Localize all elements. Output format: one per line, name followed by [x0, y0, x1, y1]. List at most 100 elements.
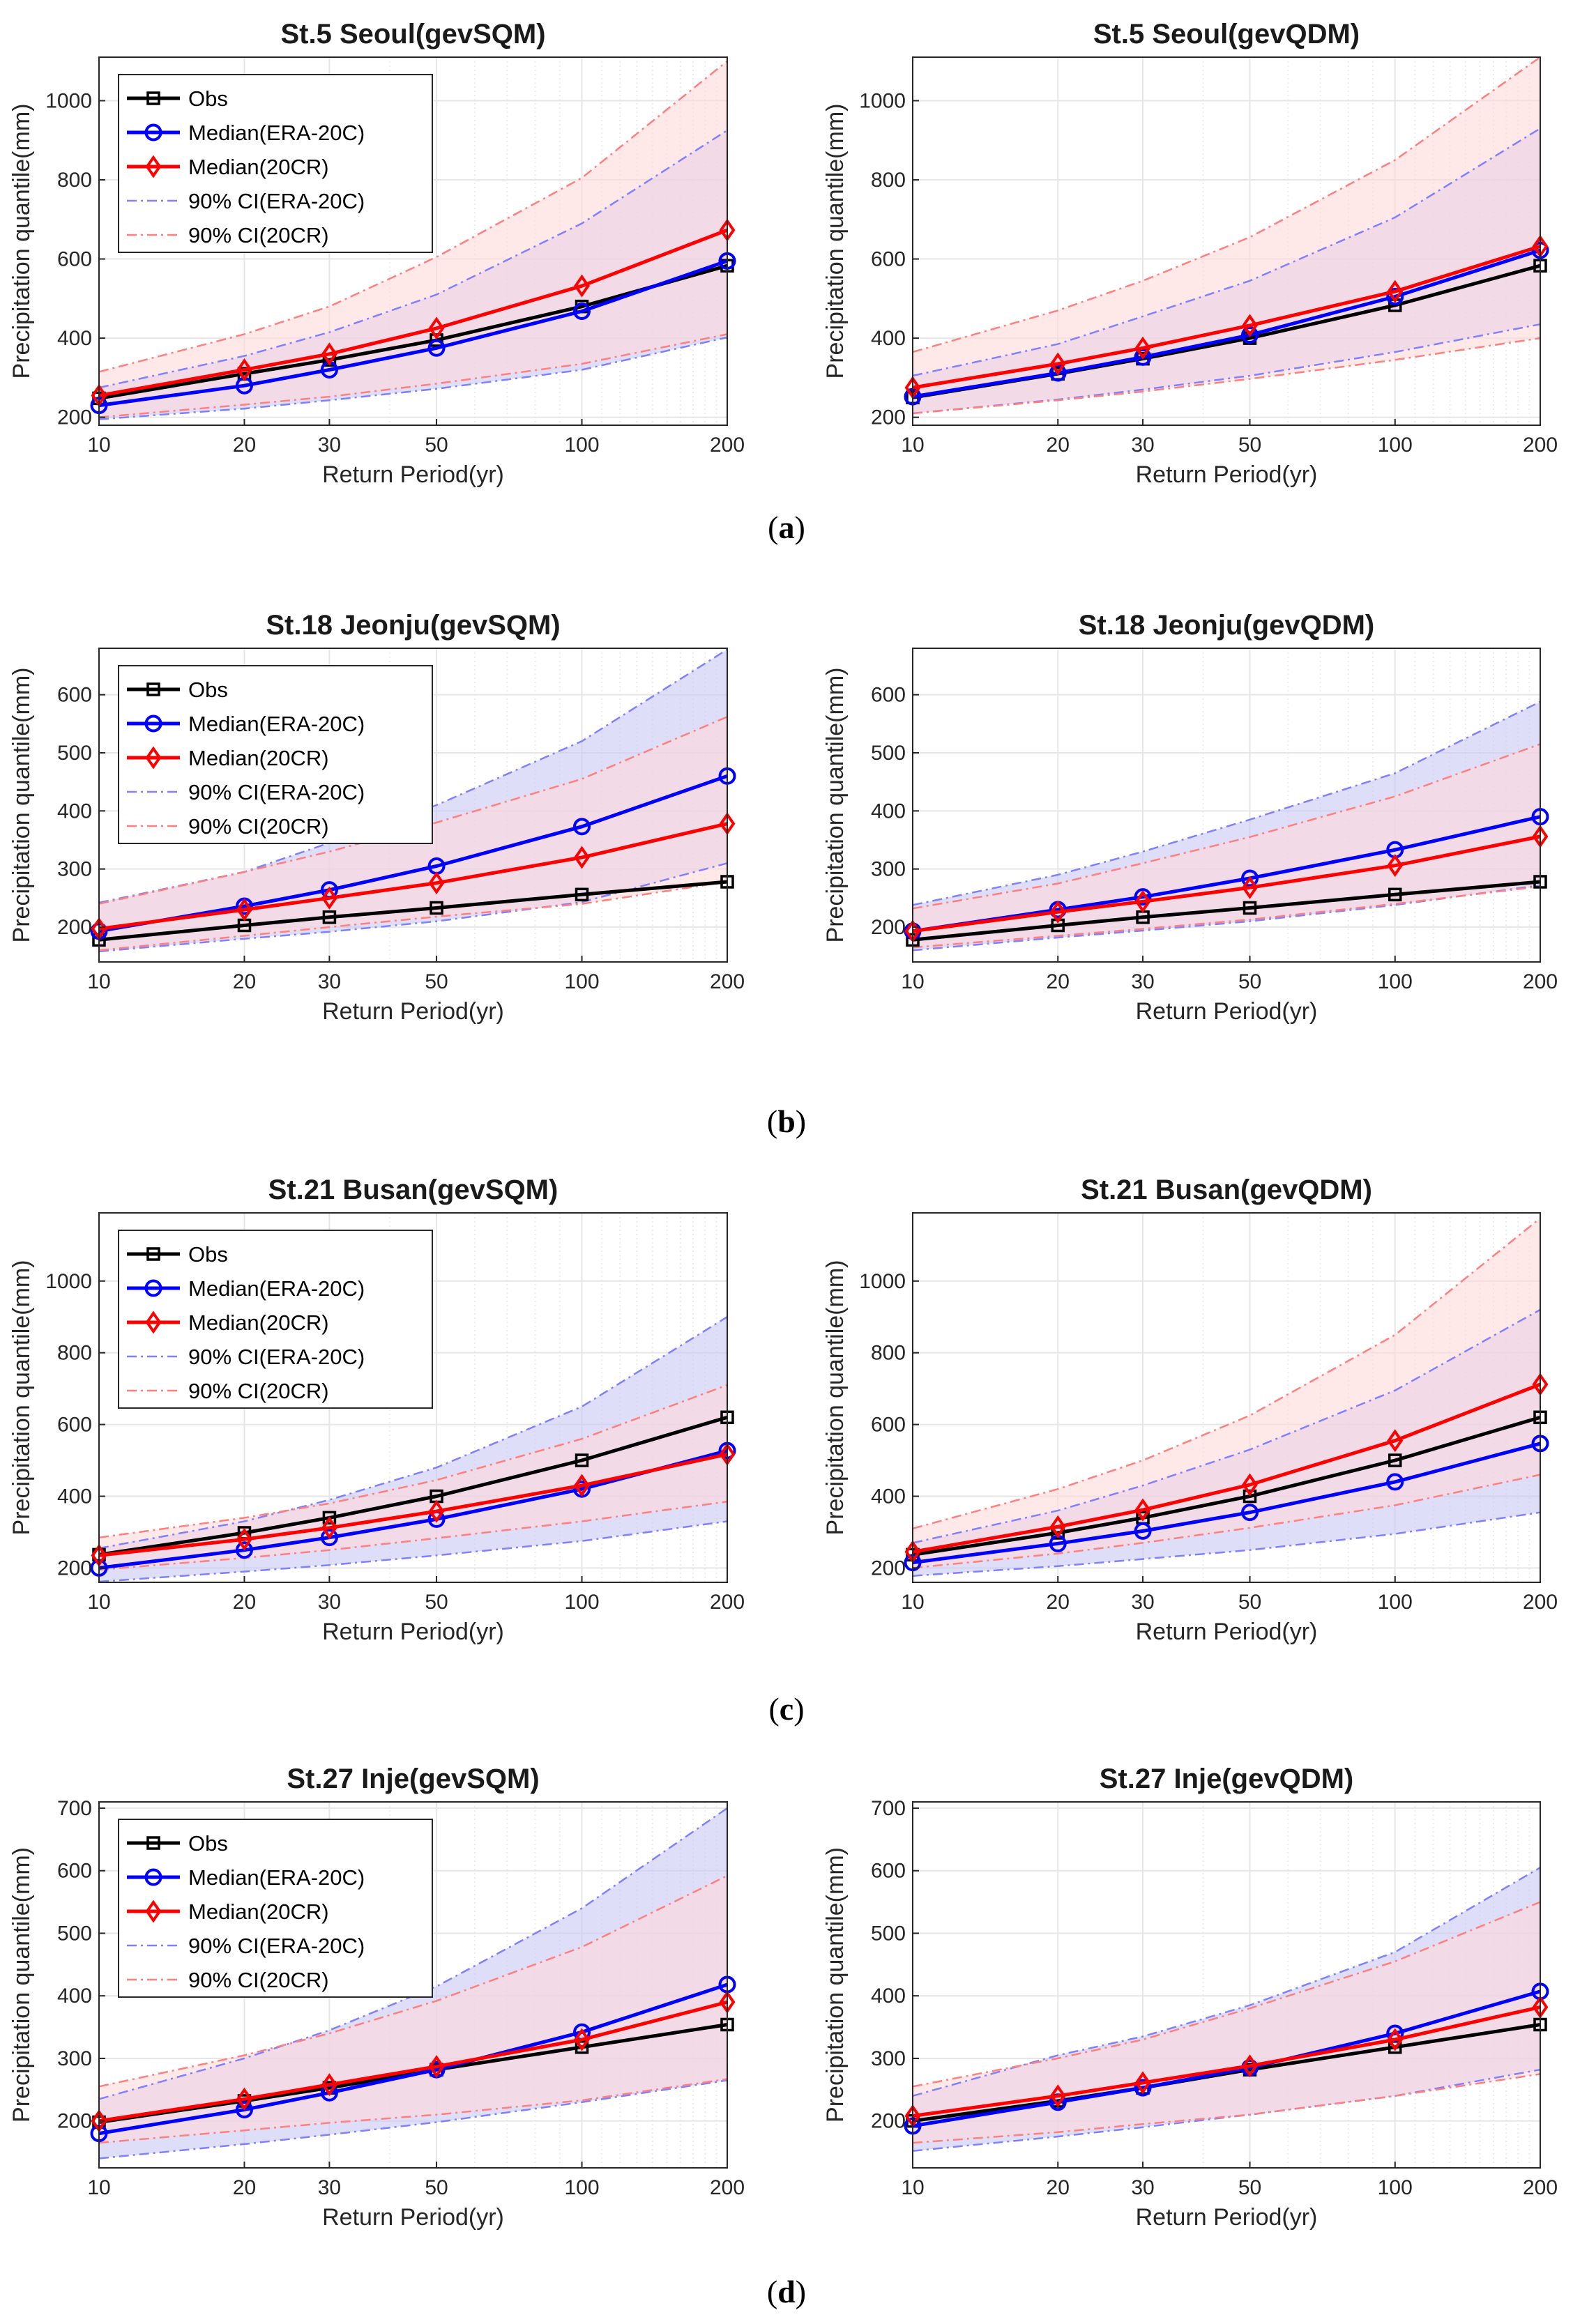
ci-upper-20cr: [912, 1217, 1541, 1530]
x-tick-label: 20: [233, 434, 256, 457]
y-tick-label: 200: [57, 406, 92, 429]
legend-label-obs: Obs: [188, 678, 228, 702]
x-tick-label: 30: [1131, 1591, 1154, 1614]
series-line-era-20c: [98, 1448, 728, 1570]
y-tick-label: 700: [871, 1797, 906, 1820]
point-obs: [1388, 1453, 1402, 1467]
legend-label-obs: Obs: [188, 1242, 228, 1267]
point-20cr: [1387, 1429, 1404, 1453]
x-tick-label: 50: [425, 1591, 448, 1614]
point-obs: [575, 2040, 589, 2054]
legend-marker-obs: [146, 1836, 160, 1850]
x-tick-label: 100: [564, 970, 599, 993]
y-axis-label: Precipitation quantile(mm): [8, 668, 35, 943]
point-20cr: [321, 1516, 337, 1540]
x-tick-label: 200: [710, 434, 745, 457]
legend-marker-20cr: [145, 1310, 162, 1334]
subplot-label-open: (: [768, 510, 778, 545]
point-obs: [430, 901, 443, 915]
legend-label-era-20c: Median(ERA-20C): [188, 712, 365, 736]
y-axis-label: Precipitation quantile(mm): [822, 668, 849, 943]
point-20cr: [1049, 2084, 1066, 2108]
chart-panel-6: 10 20 30 50 100 200 200 400 600 800 1000 St.21 Busa…: [822, 1175, 1558, 1645]
y-tick-label: 200: [871, 406, 906, 429]
ci-upper-era-20c: [98, 1807, 728, 2100]
legend-label-era-20c: Median(ERA-20C): [188, 121, 365, 145]
x-tick-label: 50: [425, 2176, 448, 2199]
chart-title: St.5 Seoul(gevQDM): [1093, 19, 1360, 49]
point-20cr: [1049, 352, 1066, 376]
legend-label-ci-20cr: 90% CI(20CR): [188, 1379, 329, 1403]
legend-marker-20cr: [145, 1899, 162, 1923]
point-era-20c: [235, 1541, 253, 1559]
ci-lower-20cr: [912, 1474, 1541, 1569]
y-tick-label: 800: [871, 169, 906, 192]
ci-lower-20cr: [912, 337, 1541, 415]
chart-panel-8: 10 20 30 50 100 200 200 300 400 500 600 700 St.27 In…: [822, 1764, 1558, 2231]
y-tick-label: 200: [871, 2110, 906, 2133]
legend-marker-era-20c: [144, 714, 162, 733]
y-tick-label: 600: [871, 1414, 906, 1437]
y-tick-label: 400: [57, 1485, 92, 1508]
ci-lower-era-20c: [912, 1511, 1541, 1577]
ci-lower-era-20c: [98, 336, 728, 420]
x-tick-label: 20: [1047, 1591, 1070, 1614]
legend-marker-obs: [146, 682, 160, 696]
chart-title: St.27 Inje(gevSQM): [287, 1764, 539, 1794]
point-obs: [322, 1511, 337, 1525]
x-tick-label: 30: [1131, 434, 1154, 457]
chart-panel-7: 10 20 30 50 100 200 200 300 400 500 600 700 St.27 In…: [8, 1764, 745, 2231]
subplot-label-letter: c: [780, 1691, 793, 1727]
y-tick-label: 1000: [45, 89, 92, 112]
x-tick-label: 30: [318, 1591, 341, 1614]
y-tick-label: 200: [57, 2110, 92, 2133]
series-line-20cr: [912, 1382, 1541, 1554]
y-tick-label: 400: [57, 1985, 92, 2008]
x-tick-label: 10: [87, 1591, 110, 1614]
subplot-label-letter: d: [777, 2274, 796, 2309]
x-tick-label: 30: [318, 970, 341, 993]
legend-label-ci-era-20c: 90% CI(ERA-20C): [188, 780, 365, 804]
y-tick-label: 500: [57, 1922, 92, 1945]
y-tick-label: 1000: [45, 1270, 92, 1293]
series-line-20cr: [98, 1452, 728, 1557]
y-tick-label: 1000: [859, 89, 906, 112]
point-20cr: [1242, 876, 1258, 899]
y-tick-label: 300: [57, 2047, 92, 2070]
legend-label-era-20c: Median(ERA-20C): [188, 1276, 365, 1301]
y-axis-label: Precipitation quantile(mm): [822, 1260, 849, 1536]
x-tick-label: 200: [1523, 1591, 1558, 1614]
x-tick-label: 100: [1378, 1591, 1413, 1614]
series-line-obs: [98, 880, 728, 942]
point-era-20c: [1134, 888, 1152, 906]
point-20cr: [236, 898, 252, 922]
subplot-label: (d): [767, 2274, 806, 2309]
subplot-label-close: ): [796, 2274, 806, 2309]
x-tick-label: 200: [710, 2176, 745, 2199]
ci-lower-20cr: [98, 880, 728, 951]
x-tick-label: 200: [1523, 970, 1558, 993]
series-line-obs: [912, 1415, 1541, 1557]
legend-marker-obs: [146, 91, 160, 105]
legend-marker-era-20c: [144, 123, 162, 142]
y-tick-label: 200: [57, 1557, 92, 1580]
y-tick-label: 500: [871, 742, 906, 765]
ci-lower-20cr: [912, 2073, 1541, 2144]
x-tick-label: 10: [87, 970, 110, 993]
x-tick-label: 10: [87, 2176, 110, 2199]
x-axis-label: Return Period(yr): [322, 2204, 504, 2231]
y-tick-label: 300: [871, 858, 906, 881]
legend-marker-20cr: [145, 746, 162, 770]
series-line-20cr: [98, 2000, 728, 2123]
series-line-era-20c: [98, 259, 728, 408]
chart-panel-5: 10 20 30 50 100 200 200 400 600 800 1000 St.21 Busa…: [8, 1175, 745, 1645]
y-tick-label: 600: [871, 248, 906, 271]
axes-box: [98, 56, 728, 426]
x-tick-label: 100: [564, 2176, 599, 2199]
x-tick-label: 50: [425, 434, 448, 457]
x-tick-label: 200: [710, 970, 745, 993]
series-line-era-20c: [912, 815, 1541, 933]
series-line-20cr: [912, 2005, 1541, 2118]
x-axis-label: Return Period(yr): [1136, 461, 1318, 488]
